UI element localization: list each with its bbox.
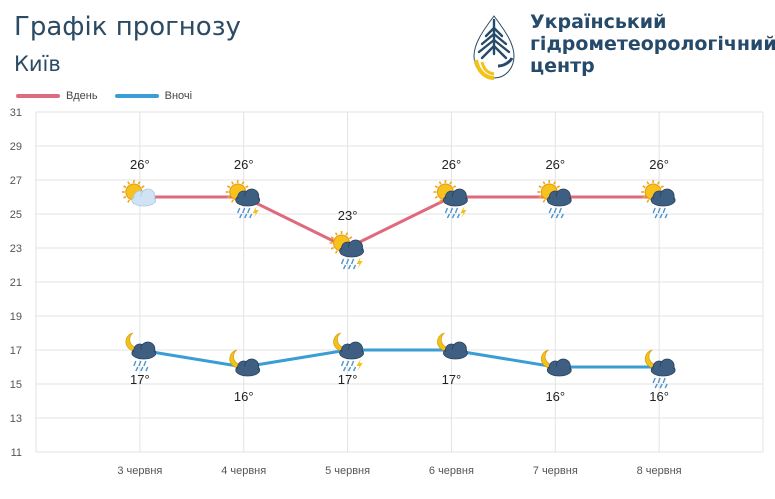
night-data-label: 17°	[338, 372, 358, 387]
y-tick-label: 19	[10, 311, 22, 323]
x-tick-label: 8 червня	[637, 465, 682, 477]
y-tick-label: 15	[10, 379, 22, 391]
x-tick-label: 4 червня	[221, 465, 266, 477]
legend-item-night[interactable]: Вночі	[114, 90, 193, 102]
org-line-1: Український	[530, 11, 667, 33]
day-data-label: 26°	[545, 157, 565, 172]
day-series-line	[242, 195, 350, 250]
x-tick-label: 5 червня	[325, 465, 370, 477]
x-tick-label: 7 червня	[533, 465, 578, 477]
sun-rain-thunder-icon	[225, 180, 261, 219]
x-tick-label: 6 червня	[429, 465, 474, 477]
organization-name: Український гідрометеорологічний центр	[530, 11, 775, 77]
night-series-line	[449, 348, 557, 369]
moon-rain-thunder-icon	[333, 332, 364, 372]
night-data-label: 17°	[442, 372, 462, 387]
legend-day-label: Вдень	[66, 90, 98, 102]
night-data-label: 17°	[130, 372, 150, 387]
legend-day-swatch	[16, 94, 60, 98]
moon-cloud-icon	[437, 332, 468, 360]
day-data-label: 26°	[130, 157, 150, 172]
city-name: Київ	[14, 52, 61, 76]
sun-cloud-icon	[121, 180, 157, 207]
y-tick-label: 13	[10, 413, 22, 425]
day-data-label: 26°	[442, 157, 462, 172]
ukrhydromet-logo-icon	[473, 15, 515, 80]
legend-night-swatch	[114, 94, 159, 98]
y-tick-label: 31	[10, 107, 22, 119]
chart-legend: Вдень Вночі	[16, 89, 206, 102]
day-data-label: 23°	[338, 208, 358, 223]
sun-rain-thunder-icon	[433, 180, 468, 219]
sun-rain-icon	[537, 180, 572, 219]
moon-rain-icon	[644, 349, 676, 389]
day-data-label: 26°	[234, 157, 254, 172]
y-tick-label: 25	[10, 209, 22, 221]
y-tick-label: 27	[10, 175, 22, 187]
night-data-label: 16°	[234, 389, 254, 404]
moon-rain-icon	[125, 332, 157, 372]
y-tick-label: 29	[10, 141, 22, 153]
x-tick-label: 3 червня	[117, 465, 162, 477]
org-line-2: гідрометеорологічний	[530, 33, 775, 55]
day-series-line	[346, 195, 453, 250]
y-tick-label: 11	[11, 447, 22, 459]
night-data-label: 16°	[545, 389, 565, 404]
y-tick-label: 23	[10, 243, 22, 255]
night-data-label: 16°	[649, 389, 669, 404]
moon-cloud-icon	[229, 349, 261, 377]
moon-cloud-icon	[540, 349, 572, 377]
night-series-line	[242, 348, 350, 369]
day-data-label: 26°	[649, 157, 669, 172]
night-series-line	[138, 348, 246, 369]
y-tick-label: 17	[10, 345, 22, 357]
sun-rain-thunder-icon	[329, 231, 364, 270]
page-title: Графік прогнозу	[14, 12, 241, 42]
sun-rain-icon	[641, 180, 676, 219]
legend-night-label: Вночі	[164, 90, 193, 102]
legend-item-day[interactable]: Вдень	[16, 90, 98, 102]
y-tick-label: 21	[10, 277, 22, 289]
org-line-3: центр	[530, 55, 595, 77]
